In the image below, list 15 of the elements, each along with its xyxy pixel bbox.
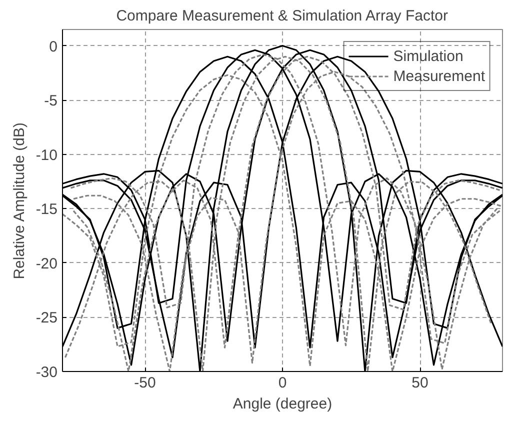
y-tick-label: -15 [36,201,58,218]
y-tick-label: -25 [36,310,58,327]
legend-label: Simulation [393,48,464,64]
legend-label: Measurement [393,68,485,84]
y-tick-label: -30 [36,364,58,381]
x-tick-label: -50 [134,374,156,392]
y-axis-title: Relative Amplitude (dB) [10,122,28,280]
x-tick-label: 50 [412,374,428,392]
y-tick-label: 0 [49,38,58,56]
y-tick-label: -5 [44,92,58,110]
x-axis-title: Angle (degree) [232,396,332,412]
y-tick-label: -10 [36,146,58,164]
x-tick-label: 0 [278,374,287,392]
y-tick-label: -20 [36,255,58,272]
chart-title: Compare Measurement & Simulation Array Factor [116,8,448,24]
